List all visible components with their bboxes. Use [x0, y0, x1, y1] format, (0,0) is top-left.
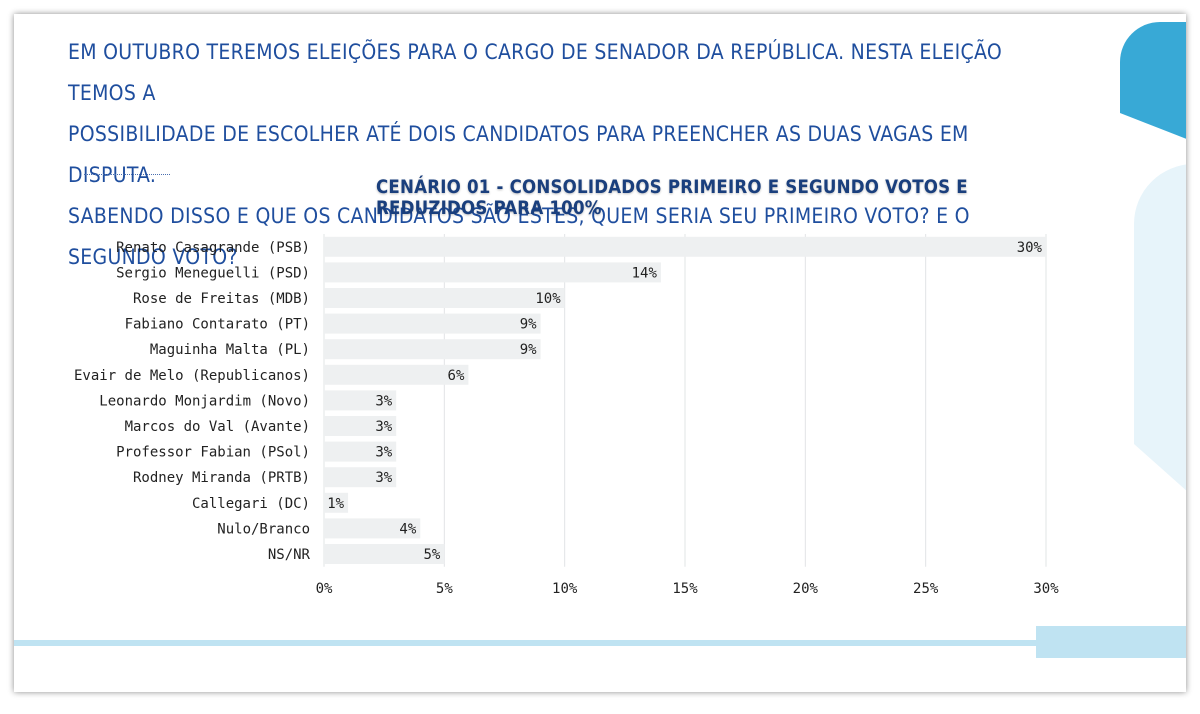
- category-label-7: Marcos do Val (Avante): [125, 419, 310, 435]
- category-label-8: Professor Fabian (PSol): [116, 445, 310, 461]
- bar-4: [324, 339, 541, 360]
- bar-8: [324, 441, 397, 462]
- chart-title: CENÁRIO 01 - CONSOLIDADOS PRIMEIRO E SEG…: [376, 177, 968, 219]
- bar-9: [324, 467, 397, 488]
- category-label-0: Renato Casagrande (PSB): [116, 240, 310, 256]
- survey-question: EM OUTUBRO TEREMOS ELEIÇÕES PARA O CARGO…: [68, 32, 1048, 278]
- tick-label-0: 0%: [316, 581, 333, 597]
- category-label-12: NS/NR: [268, 547, 311, 563]
- tick-label-1: 5%: [436, 581, 453, 597]
- bar-11: [324, 518, 421, 539]
- category-label-3: Fabiano Contarato (PT): [125, 317, 310, 333]
- value-label-0: 30%: [1017, 240, 1043, 256]
- bar-7: [324, 416, 397, 436]
- value-label-10: 1%: [327, 496, 344, 512]
- value-label-3: 9%: [520, 317, 537, 333]
- category-label-1: Sergio Meneguelli (PSD): [116, 265, 310, 281]
- bar-10: [324, 492, 349, 513]
- value-label-2: 10%: [535, 291, 561, 307]
- dotted-divider: [84, 174, 170, 175]
- bar-0: [324, 236, 1046, 257]
- category-label-10: Callegari (DC): [192, 496, 310, 512]
- value-label-9: 3%: [375, 470, 392, 486]
- value-label-11: 4%: [399, 521, 416, 537]
- decoration-bottom-box: [1036, 626, 1186, 658]
- tick-label-4: 20%: [793, 581, 819, 597]
- category-label-6: Leonardo Monjardim (Novo): [99, 393, 310, 409]
- category-label-5: Evair de Melo (Republicanos): [74, 368, 310, 384]
- bar-1: [324, 262, 661, 283]
- bar-2: [324, 288, 565, 308]
- bar-3: [324, 313, 541, 334]
- category-label-2: Rose de Freitas (MDB): [133, 291, 310, 307]
- bar-12: [324, 544, 445, 564]
- category-label-9: Rodney Miranda (PRTB): [133, 470, 310, 486]
- decoration-right: [1134, 164, 1186, 504]
- tick-label-2: 10%: [552, 581, 578, 597]
- category-label-4: Maguinha Malta (PL): [150, 342, 310, 358]
- question-line-3: SABENDO DISSO E QUE OS CANDIDATOS SÃO ES…: [68, 204, 970, 269]
- slide: EM OUTUBRO TEREMOS ELEIÇÕES PARA O CARGO…: [14, 14, 1186, 692]
- question-line-1: EM OUTUBRO TEREMOS ELEIÇÕES PARA O CARGO…: [68, 40, 1003, 105]
- question-line-2: POSSIBILIDADE DE ESCOLHER ATÉ DOIS CANDI…: [68, 122, 969, 187]
- tick-label-5: 25%: [913, 581, 939, 597]
- value-label-5: 6%: [448, 368, 465, 384]
- value-label-4: 9%: [520, 342, 537, 358]
- tick-label-3: 15%: [672, 581, 698, 597]
- bar-5: [324, 364, 469, 385]
- bar-6: [324, 390, 397, 411]
- value-label-6: 3%: [375, 393, 392, 409]
- value-label-7: 3%: [375, 419, 392, 435]
- decoration-bottom-line: [14, 640, 1134, 646]
- category-label-11: Nulo/Branco: [217, 521, 310, 537]
- tick-label-6: 30%: [1033, 581, 1059, 597]
- value-label-1: 14%: [632, 265, 658, 281]
- bar-chart: Renato Casagrande (PSB) 30% Sergio Menegue…: [74, 234, 1059, 597]
- value-label-8: 3%: [375, 445, 392, 461]
- value-label-12: 5%: [423, 547, 440, 563]
